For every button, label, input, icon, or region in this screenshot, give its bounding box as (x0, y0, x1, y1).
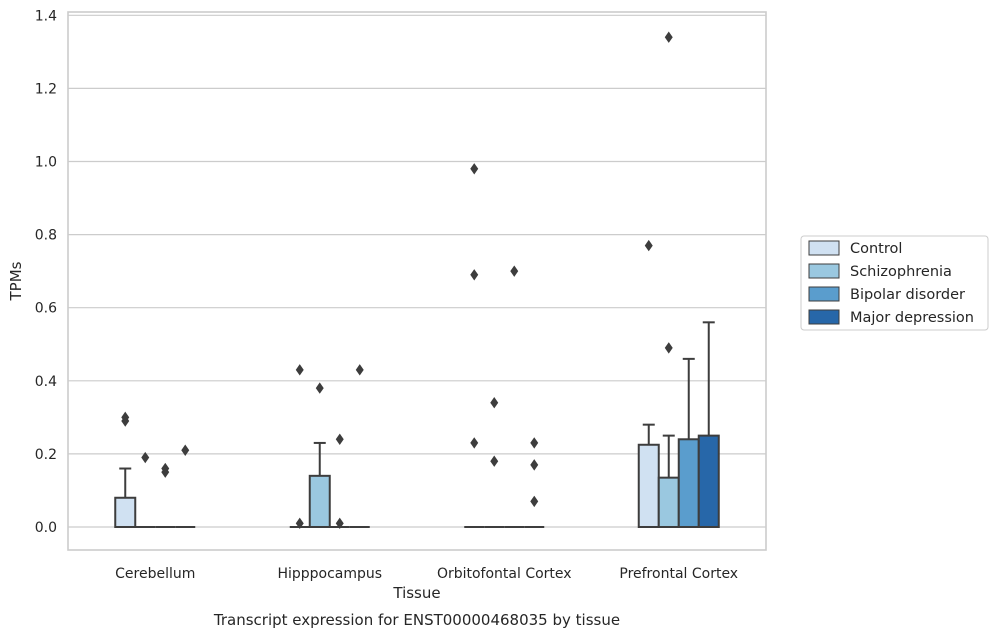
outlier-point (181, 444, 190, 456)
y-tick-label: 1.4 (35, 8, 57, 24)
box-3-3 (697, 321, 720, 528)
box-body (697, 434, 720, 528)
box-1-3 (657, 434, 680, 528)
outlier-point (470, 437, 479, 449)
y-tick-label: 0.2 (35, 447, 57, 463)
legend-label: Major depression (850, 310, 974, 326)
y-tick-label: 0.6 (35, 301, 57, 317)
x-tick-label: Cerebellum (115, 566, 195, 582)
y-tick-label: 1.2 (35, 81, 57, 97)
outlier-point (141, 451, 150, 464)
outlier-point (315, 382, 324, 394)
boxes (114, 321, 720, 529)
outlier-point (470, 269, 479, 281)
x-tick-label: Prefrontal Cortex (619, 566, 738, 582)
box-0-3 (637, 423, 660, 529)
outlier-point (335, 517, 344, 530)
chart-caption: Transcript expression for ENST0000046803… (213, 611, 620, 629)
outlier-point (121, 411, 130, 424)
box-body (657, 476, 680, 528)
box-body (114, 496, 137, 529)
outlier-point (530, 459, 539, 471)
box-body (677, 438, 700, 528)
outlier-point (510, 265, 519, 277)
outlier-point (664, 31, 673, 43)
outlier-point (295, 517, 304, 530)
outlier-point (530, 437, 539, 449)
x-tick-labels: Cerebellum Hipppocampus Orbitofontal Corte… (115, 566, 738, 582)
outlier-point (295, 364, 304, 376)
legend-label: Bipolar disorder (850, 287, 965, 303)
outliers (121, 31, 673, 530)
plot-area (68, 12, 766, 550)
y-tick-label: 1.0 (35, 155, 57, 171)
box-2-3 (677, 357, 700, 528)
plot-frame (67, 11, 767, 551)
outlier-point (470, 163, 479, 175)
legend-swatch (808, 286, 840, 302)
y-axis-label: TPMs (7, 261, 25, 301)
box-body (308, 474, 331, 528)
legend: Control Schizophrenia Bipolar disorder Majo… (800, 235, 989, 331)
legend-swatch (808, 240, 840, 256)
legend-label: Schizophrenia (850, 264, 952, 280)
legend-swatch (808, 263, 840, 279)
outlier-point (355, 364, 364, 376)
outlier-point (644, 239, 653, 252)
x-tick-label: Orbitofontal Cortex (437, 566, 572, 582)
box-body (637, 443, 660, 529)
box-0-0 (114, 467, 137, 529)
outlier-point (490, 455, 499, 467)
outlier-point (664, 342, 673, 354)
box-1-1 (308, 441, 331, 528)
y-tick-label: 0.4 (35, 374, 57, 390)
y-tick-label: 0.8 (35, 228, 57, 244)
legend-frame (800, 235, 989, 331)
outlier-point (490, 397, 499, 409)
outlier-point (161, 462, 170, 475)
legend-swatch (808, 309, 840, 325)
legend-label: Control (850, 241, 902, 257)
x-axis-label: Tissue (392, 584, 440, 602)
outlier-point (335, 433, 344, 445)
x-tick-label: Hipppocampus (277, 566, 382, 582)
y-tick-labels: 0.0 0.2 0.4 0.6 0.8 1.0 1.2 1.4 (35, 8, 57, 536)
outlier-point (530, 495, 539, 508)
y-tick-label: 0.0 (35, 520, 57, 536)
